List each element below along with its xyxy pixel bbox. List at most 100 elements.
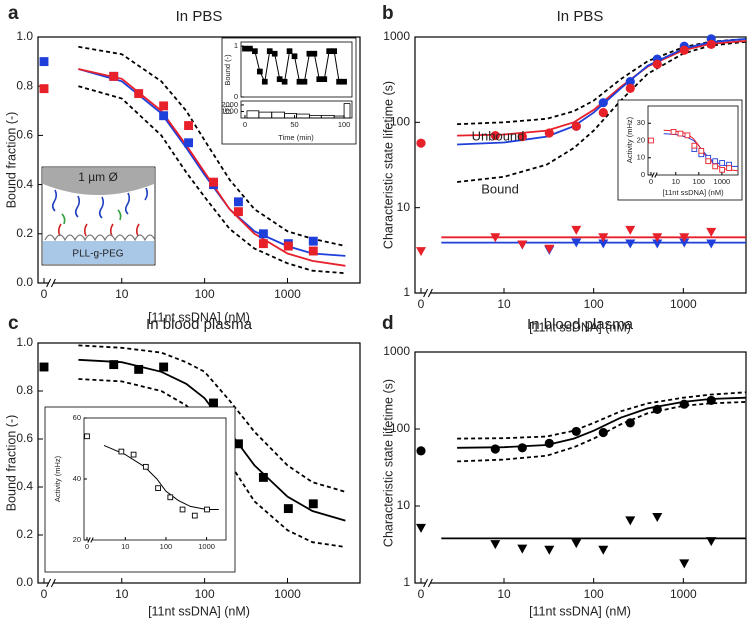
y-tick-label: 100 xyxy=(390,115,410,129)
marker xyxy=(684,132,691,139)
marker xyxy=(321,76,328,83)
x-axis-label: [11nt ssDNA] (nM) xyxy=(148,310,250,324)
marker xyxy=(679,45,689,55)
y-tick-label: 0.6 xyxy=(16,128,33,142)
marker xyxy=(209,177,218,187)
marker xyxy=(416,247,426,257)
y-tick-label: 0 xyxy=(641,170,645,179)
y-tick-label: 2000 xyxy=(221,100,238,109)
marker xyxy=(159,101,169,111)
x-tick-label: 10 xyxy=(672,177,680,186)
x-tick-label: 0 xyxy=(41,287,48,301)
x-tick-label: 50 xyxy=(290,120,298,129)
marker xyxy=(252,48,258,55)
marker xyxy=(179,506,186,513)
marker xyxy=(39,84,49,94)
x-tick-label: 1000 xyxy=(274,287,301,301)
marker xyxy=(184,121,194,131)
y-tick-label: 60 xyxy=(73,413,81,422)
marker xyxy=(571,539,582,549)
marker xyxy=(258,472,268,482)
marker xyxy=(118,448,125,455)
marker xyxy=(652,512,663,522)
marker xyxy=(598,98,608,108)
y-tick-label: 1 xyxy=(403,285,410,299)
y-tick-label: 1000 xyxy=(383,344,410,358)
marker xyxy=(416,523,426,533)
x-tick-label: 0 xyxy=(41,587,48,601)
y-tick-label: 0.0 xyxy=(16,275,33,289)
x-axis-label: [11nt ssDNA] (nM) xyxy=(529,604,631,618)
plot-frame xyxy=(37,36,361,284)
marker xyxy=(234,197,243,207)
marker xyxy=(39,57,49,67)
x-tick-label: 0 xyxy=(418,587,425,601)
marker xyxy=(234,439,243,449)
x-axis-label: [11nt ssDNA] (nM) xyxy=(662,188,724,197)
axis-break xyxy=(427,578,433,588)
x-tick-label: 10 xyxy=(115,287,129,301)
strand xyxy=(74,195,81,218)
y-tick-label: 1000 xyxy=(383,29,410,43)
y-tick-label: 0.8 xyxy=(16,383,33,397)
marker xyxy=(598,239,609,249)
y-tick-label: 10 xyxy=(637,153,645,162)
marker xyxy=(316,76,323,83)
marker xyxy=(283,241,293,251)
marker xyxy=(712,158,719,165)
marker xyxy=(719,160,725,166)
axis-break xyxy=(423,578,429,588)
marker xyxy=(544,128,554,138)
marker xyxy=(308,236,318,246)
marker xyxy=(679,399,689,409)
marker xyxy=(306,50,313,57)
marker xyxy=(571,121,581,131)
strands xyxy=(44,187,156,242)
marker xyxy=(261,78,268,85)
chart-title: In PBS xyxy=(176,8,223,25)
y-axis-label: Activity (mHz) xyxy=(625,116,634,163)
plot-frame xyxy=(37,342,361,584)
y-axis-label: Characteristic state lifetime (s) xyxy=(381,81,395,249)
axis-break xyxy=(90,537,94,543)
marker xyxy=(191,512,198,519)
marker xyxy=(84,433,90,440)
y-tick-label: 1.0 xyxy=(16,29,33,43)
y-tick-label: 30 xyxy=(637,118,645,127)
y-tick-label: 0.0 xyxy=(16,575,33,589)
marker xyxy=(134,364,144,374)
y-axis-label: Bound fraction (-) xyxy=(4,112,18,209)
plot-frame xyxy=(240,41,353,98)
inset-frame xyxy=(617,99,743,201)
chart-title: In blood plasma xyxy=(146,316,253,333)
marker xyxy=(679,233,690,243)
marker xyxy=(266,48,273,55)
marker xyxy=(706,39,716,49)
y-tick-label: 10 xyxy=(397,200,411,214)
marker xyxy=(544,438,554,449)
axis-break xyxy=(423,288,429,298)
marker xyxy=(706,537,717,547)
x-tick-label: 100 xyxy=(160,542,173,551)
y-axis-label: Activity (mHz) xyxy=(53,455,62,502)
marker xyxy=(670,129,677,135)
marker xyxy=(416,446,426,456)
strand xyxy=(135,223,140,237)
x-tick-label: 1000 xyxy=(670,587,697,601)
y-tick-label: 10 xyxy=(397,498,411,512)
marker xyxy=(490,540,501,550)
axis-break-gap xyxy=(425,579,431,587)
marker xyxy=(625,83,635,93)
marker xyxy=(652,239,663,249)
marker xyxy=(341,78,347,85)
marker xyxy=(296,78,303,85)
annotation: Unbound xyxy=(472,128,525,143)
y-axis-label: Bound fraction (-) xyxy=(4,415,18,512)
marker xyxy=(517,132,527,142)
axis-break xyxy=(654,172,658,178)
y-tick-label: 0.8 xyxy=(16,78,33,92)
marker xyxy=(258,239,268,249)
y-tick-label: 0.4 xyxy=(16,177,33,191)
marker xyxy=(719,166,725,173)
